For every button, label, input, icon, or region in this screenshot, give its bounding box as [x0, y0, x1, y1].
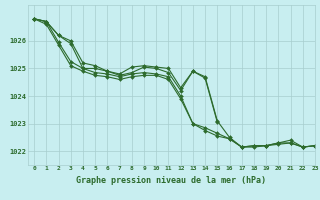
X-axis label: Graphe pression niveau de la mer (hPa): Graphe pression niveau de la mer (hPa) [76, 176, 267, 185]
